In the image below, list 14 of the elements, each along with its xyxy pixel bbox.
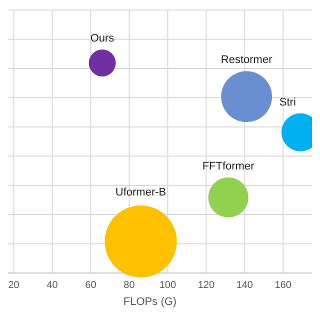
annotation: Stri (279, 96, 296, 108)
x-tick-label: 80 (124, 280, 136, 291)
annotation: Uformer-B (115, 186, 166, 199)
x-tick-label: 140 (236, 280, 254, 291)
x-tick-label: 160 (274, 280, 292, 291)
x-tick-label: 100 (159, 280, 176, 291)
x-axis-title: FLOPs (G) (123, 296, 177, 308)
annotation: FFTformer (202, 160, 255, 172)
annotation: Restormer (220, 54, 273, 66)
x-tick-label: 60 (85, 280, 97, 291)
annotation: Ours (90, 32, 115, 45)
x-tick-label: 20 (8, 280, 20, 291)
x-tick-label: 40 (46, 280, 58, 291)
x-tick-label: 120 (198, 280, 215, 291)
